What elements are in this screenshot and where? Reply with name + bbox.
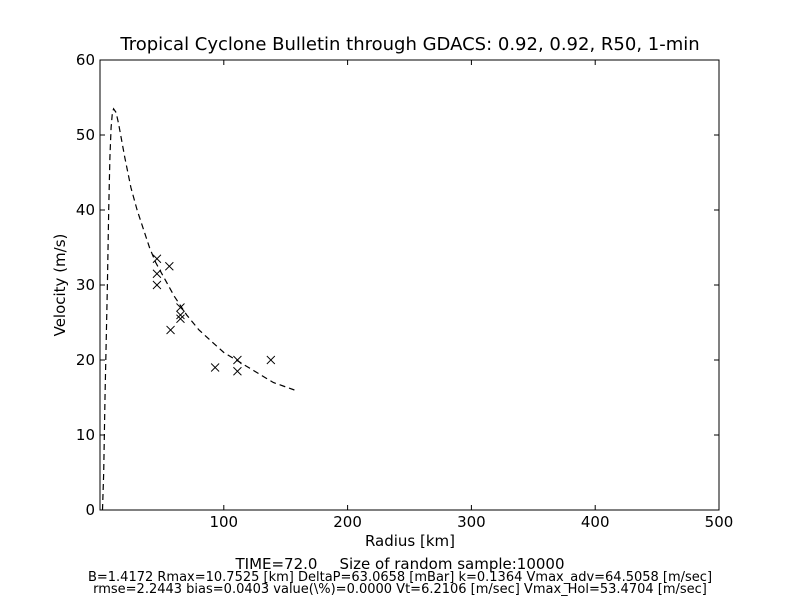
x-tick-label: 300 bbox=[457, 513, 486, 531]
observation-point bbox=[233, 366, 242, 376]
footer-line-3: rmse=2.2443 bias=0.0403 value(\%)=0.0000… bbox=[93, 582, 707, 597]
plot-frame bbox=[99, 59, 720, 511]
axis-ticks: 100 200 300 400 500 0 10 20 30 40 50 60 bbox=[76, 51, 733, 531]
x-tick-label: 200 bbox=[333, 513, 362, 531]
observation-point bbox=[152, 280, 162, 290]
y-tick-label: 50 bbox=[76, 126, 95, 144]
observation-point bbox=[152, 254, 162, 264]
x-tick-label: 500 bbox=[705, 513, 734, 531]
y-axis-label: Velocity (m/s) bbox=[51, 234, 69, 337]
observation-point bbox=[266, 355, 276, 365]
footer-time: TIME=72.0 bbox=[235, 555, 318, 573]
observation-point bbox=[210, 363, 220, 372]
observation-point bbox=[165, 261, 174, 271]
x-axis-label: Radius [km] bbox=[365, 532, 455, 550]
y-tick-label: 20 bbox=[76, 351, 95, 369]
series-layer bbox=[101, 107, 295, 511]
y-tick-label: 0 bbox=[85, 501, 95, 519]
y-tick-label: 30 bbox=[76, 276, 95, 294]
y-tick-label: 40 bbox=[76, 201, 95, 219]
y-tick-label: 60 bbox=[76, 51, 95, 69]
observation-point bbox=[176, 310, 185, 320]
x-tick-label: 100 bbox=[209, 513, 238, 531]
footer-sample-size: Size of random sample:10000 bbox=[339, 555, 565, 573]
observation-point bbox=[166, 325, 175, 335]
observation-point bbox=[152, 269, 162, 279]
x-tick-label: 400 bbox=[581, 513, 610, 531]
observation-point bbox=[176, 314, 185, 324]
y-tick-label: 10 bbox=[76, 426, 95, 444]
observation-point bbox=[176, 303, 185, 312]
footer-line-1: TIME=72.0 Size of random sample:10000 bbox=[0, 555, 800, 573]
footer-line-2: B=1.4172 Rmax=10.7525 [km] DeltaP=63.065… bbox=[87, 570, 713, 585]
chart-title: Tropical Cyclone Bulletin through GDACS:… bbox=[120, 34, 700, 55]
model-fit-line bbox=[101, 107, 295, 511]
